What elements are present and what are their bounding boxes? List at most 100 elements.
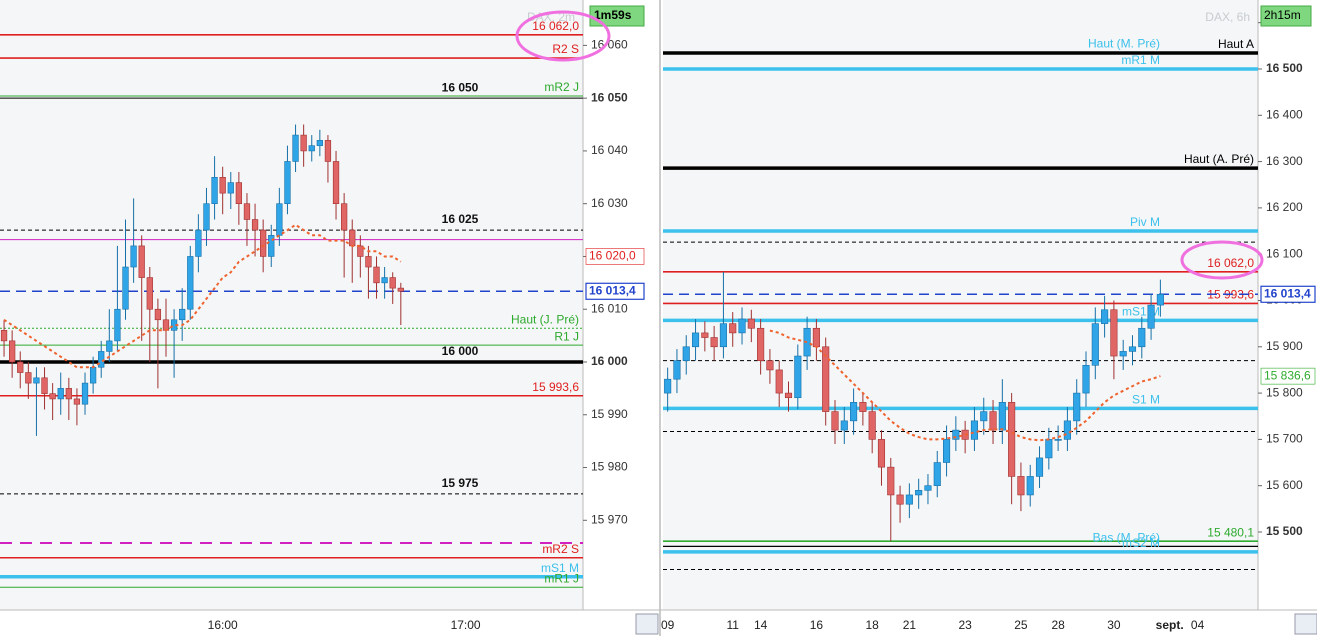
candle-body [146,277,153,310]
candle-body [122,266,129,310]
x-tick-label: 11 [726,618,739,632]
candle-body [203,203,210,231]
candle-body [989,411,997,431]
candle-body [195,229,202,257]
x-tick-label: 18 [866,618,880,632]
candle-body [673,360,681,380]
candle-body [896,494,904,505]
candle-body [794,355,802,399]
candle-body [235,182,243,204]
y-tick-label: 15 600 [1266,478,1303,492]
candle-body [719,323,727,348]
candle-body [664,378,672,394]
marks: DAX, 2m 15 970 15 980 15 990 16 000 16 010 16 … [0,5,1316,632]
candle-body [284,161,291,204]
candle-body [1063,420,1071,440]
candle-body [65,388,72,400]
price-tag-box [1260,367,1316,385]
candle-body [1035,457,1044,477]
candle-body [970,420,978,440]
candle-body [138,245,145,278]
price-tag-box [585,248,645,265]
x-tick-label: 25 [1014,618,1028,632]
level-label: 16 025 [442,212,479,226]
level-label: mR2 S [542,542,579,556]
level-label: 16 050 [442,80,479,94]
candle-body [915,490,923,496]
candle-body [332,161,340,204]
level-label: Haut (J. Pré) [511,312,579,326]
y-tick-label: 16 400 [1266,107,1303,121]
level-label: Haut (A. Pré) [1184,152,1254,166]
candle-body [691,332,700,348]
candle-body [840,420,848,431]
scroll-button[interactable] [635,613,659,635]
candle-body [766,360,774,371]
price-tag: 16 020,0 [589,249,636,263]
candle-body [924,485,932,491]
last-price-tag-box [1260,285,1316,303]
y-tick-label: 15 700 [1266,432,1303,446]
scroll-button[interactable] [1294,613,1317,635]
candle-body [822,346,830,412]
candle-body [9,340,16,363]
candle-body [1026,476,1034,496]
candle-body [887,466,895,496]
candle-body [1156,293,1164,306]
y-tick-label: 16 300 [1266,154,1303,168]
y-tick-label: 16 500 [1266,61,1303,75]
chart-title: DAX, 2m [527,10,575,24]
candle-body [1147,304,1155,329]
candle-body [114,308,121,342]
candle-body [219,177,226,194]
candle-body [324,140,332,162]
candle-body [1101,309,1109,324]
chart-title: DAX, 6h [1205,10,1250,24]
candle-body [81,382,89,405]
candle-body [316,140,323,146]
y-tick-label: 16 200 [1266,200,1303,214]
y-tick-label: 16 040 [591,143,628,157]
candle-body [349,229,356,247]
candle-body [300,134,307,152]
level-label: 16 062,0 [532,19,579,33]
last-price-tag-box [585,282,645,300]
x-tick-label: sept. [1156,618,1184,632]
candle-body [397,287,404,292]
candle-body [775,369,783,394]
level-label: Bas (M. Pré) [1093,531,1160,545]
highlight [515,10,611,62]
y-tick-label: 15 970 [591,512,628,526]
candle-body [943,439,951,463]
level-label: Haut (M. Pré) [1088,36,1160,50]
candle-body [868,411,876,440]
x-tick-label: 17:00 [451,618,481,632]
candle-body [389,277,396,289]
candle-body [227,182,234,194]
candle-body [57,388,64,400]
candle-body [340,203,348,231]
candle-body [211,177,218,204]
candle-body [701,332,709,338]
x-tick-label: 21 [903,618,917,632]
candle-body [41,377,48,394]
candle-body [162,319,170,331]
candle-body [1128,346,1137,352]
candle-body [812,327,820,348]
y-tick-label: 16 060 [591,38,628,52]
candle-body [980,411,988,422]
candle-body [877,439,886,468]
level-label: Haut A [1218,37,1254,51]
candle-body [1054,439,1062,441]
level-label: R2 S [552,42,579,56]
level-label: 15 975 [442,476,479,490]
candle-body [952,429,960,440]
y-tick-label: 16 010 [591,301,628,315]
candle-body [154,308,162,321]
candle-body [859,402,867,412]
level-label: R1 J [554,329,579,343]
candle-body [1082,365,1090,394]
last-price-tag: 16 013,4 [1264,286,1311,300]
highlight [1180,240,1264,280]
